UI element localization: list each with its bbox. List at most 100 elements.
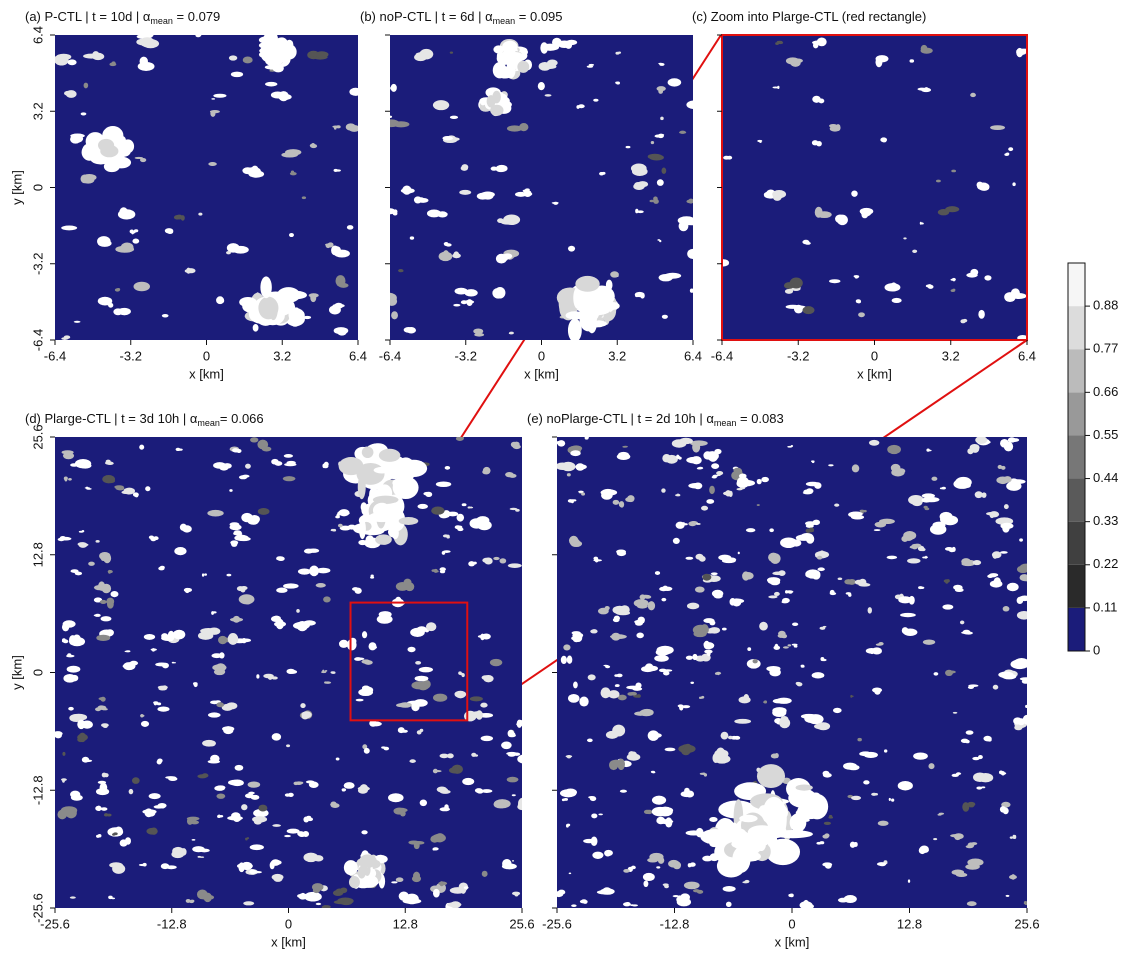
cloud [310, 293, 316, 302]
cloud [474, 754, 478, 756]
cloud [821, 842, 823, 843]
cloud [547, 60, 558, 67]
cloud [851, 796, 861, 800]
cloud [647, 858, 658, 863]
cloud [578, 491, 584, 493]
cloud [769, 528, 774, 532]
x-tick-label: -3.2 [787, 348, 809, 363]
cloud [132, 239, 139, 244]
cloud [560, 789, 577, 797]
cloud [938, 209, 950, 215]
x-tick-label: -6.4 [711, 348, 733, 363]
cloud [273, 616, 279, 620]
colorbar-tick-label: 0 [1093, 642, 1100, 657]
cloud [657, 179, 664, 186]
cloud [950, 279, 956, 281]
cloud [349, 125, 360, 132]
cloud [208, 712, 221, 717]
cloud [971, 445, 979, 453]
cloud [990, 513, 995, 518]
cloud [648, 601, 655, 610]
cloud [679, 131, 686, 134]
cloud [1014, 725, 1022, 730]
cloud [848, 765, 860, 770]
cloud [431, 569, 436, 572]
cloud [502, 41, 517, 54]
cloud [123, 664, 135, 669]
cloud [818, 567, 825, 571]
cloud [566, 40, 577, 45]
cloud [525, 188, 530, 191]
cloud [94, 614, 100, 616]
cloud [68, 478, 72, 481]
cloud [358, 540, 367, 545]
title-part: = 0.095 [515, 9, 562, 24]
cloud [336, 758, 340, 761]
cloud [855, 580, 864, 585]
y-tick-label: 25.6 [30, 424, 45, 449]
panel-title: (b) noP-CTL | t = 6d | αmean = 0.095 [360, 9, 563, 26]
title-subscript: mean [150, 16, 173, 26]
cloud [696, 523, 701, 525]
cloud [757, 504, 760, 506]
cloud [502, 859, 511, 869]
cloud [464, 886, 469, 889]
cloud [732, 847, 750, 873]
cloud [999, 771, 1003, 775]
x-tick-label: 12.8 [897, 916, 922, 931]
cloud [602, 172, 606, 175]
cloud [245, 464, 251, 469]
cloud [410, 628, 425, 637]
colorbar-band [1068, 479, 1085, 522]
cloud [123, 488, 135, 495]
cloud [230, 524, 242, 530]
cloud [700, 773, 704, 775]
cloud [277, 287, 300, 303]
cloud [659, 63, 664, 66]
cloud [377, 615, 393, 624]
cloud [984, 275, 991, 280]
cloud [587, 65, 593, 67]
cloud [774, 592, 780, 596]
cloud [258, 297, 278, 320]
cloud [966, 730, 974, 734]
cloud [398, 727, 405, 733]
cloud [235, 765, 244, 771]
cloud [125, 651, 130, 653]
cloud [637, 604, 648, 609]
cloud [262, 447, 272, 452]
cloud [207, 510, 223, 517]
cloud [369, 512, 395, 522]
cloud [260, 276, 271, 298]
colorbar-tick-label: 0.66 [1093, 384, 1118, 399]
cloud [190, 820, 199, 824]
cloud [722, 628, 727, 631]
cloud [331, 672, 334, 674]
cloud [947, 579, 950, 582]
cloud [970, 269, 978, 276]
cloud [704, 773, 707, 776]
cloud [681, 791, 693, 797]
cloud [142, 30, 153, 38]
cloud [890, 282, 897, 291]
cloud [566, 755, 573, 758]
x-tick-label: -3.2 [120, 348, 142, 363]
cloud [208, 162, 217, 166]
cloud [139, 864, 147, 866]
cloud [1017, 611, 1031, 620]
cloud [587, 739, 591, 741]
cloud [149, 793, 161, 799]
cloud [803, 490, 809, 494]
cloud [655, 571, 660, 575]
cloud [284, 835, 291, 837]
cloud [399, 702, 412, 707]
cloud [67, 653, 71, 657]
cloud [700, 697, 703, 699]
cloud [242, 475, 250, 478]
cloud [561, 462, 575, 471]
cloud [241, 804, 247, 810]
cloud [226, 574, 231, 577]
cloud [210, 110, 215, 116]
cloud [392, 478, 411, 489]
cloud [739, 815, 757, 822]
